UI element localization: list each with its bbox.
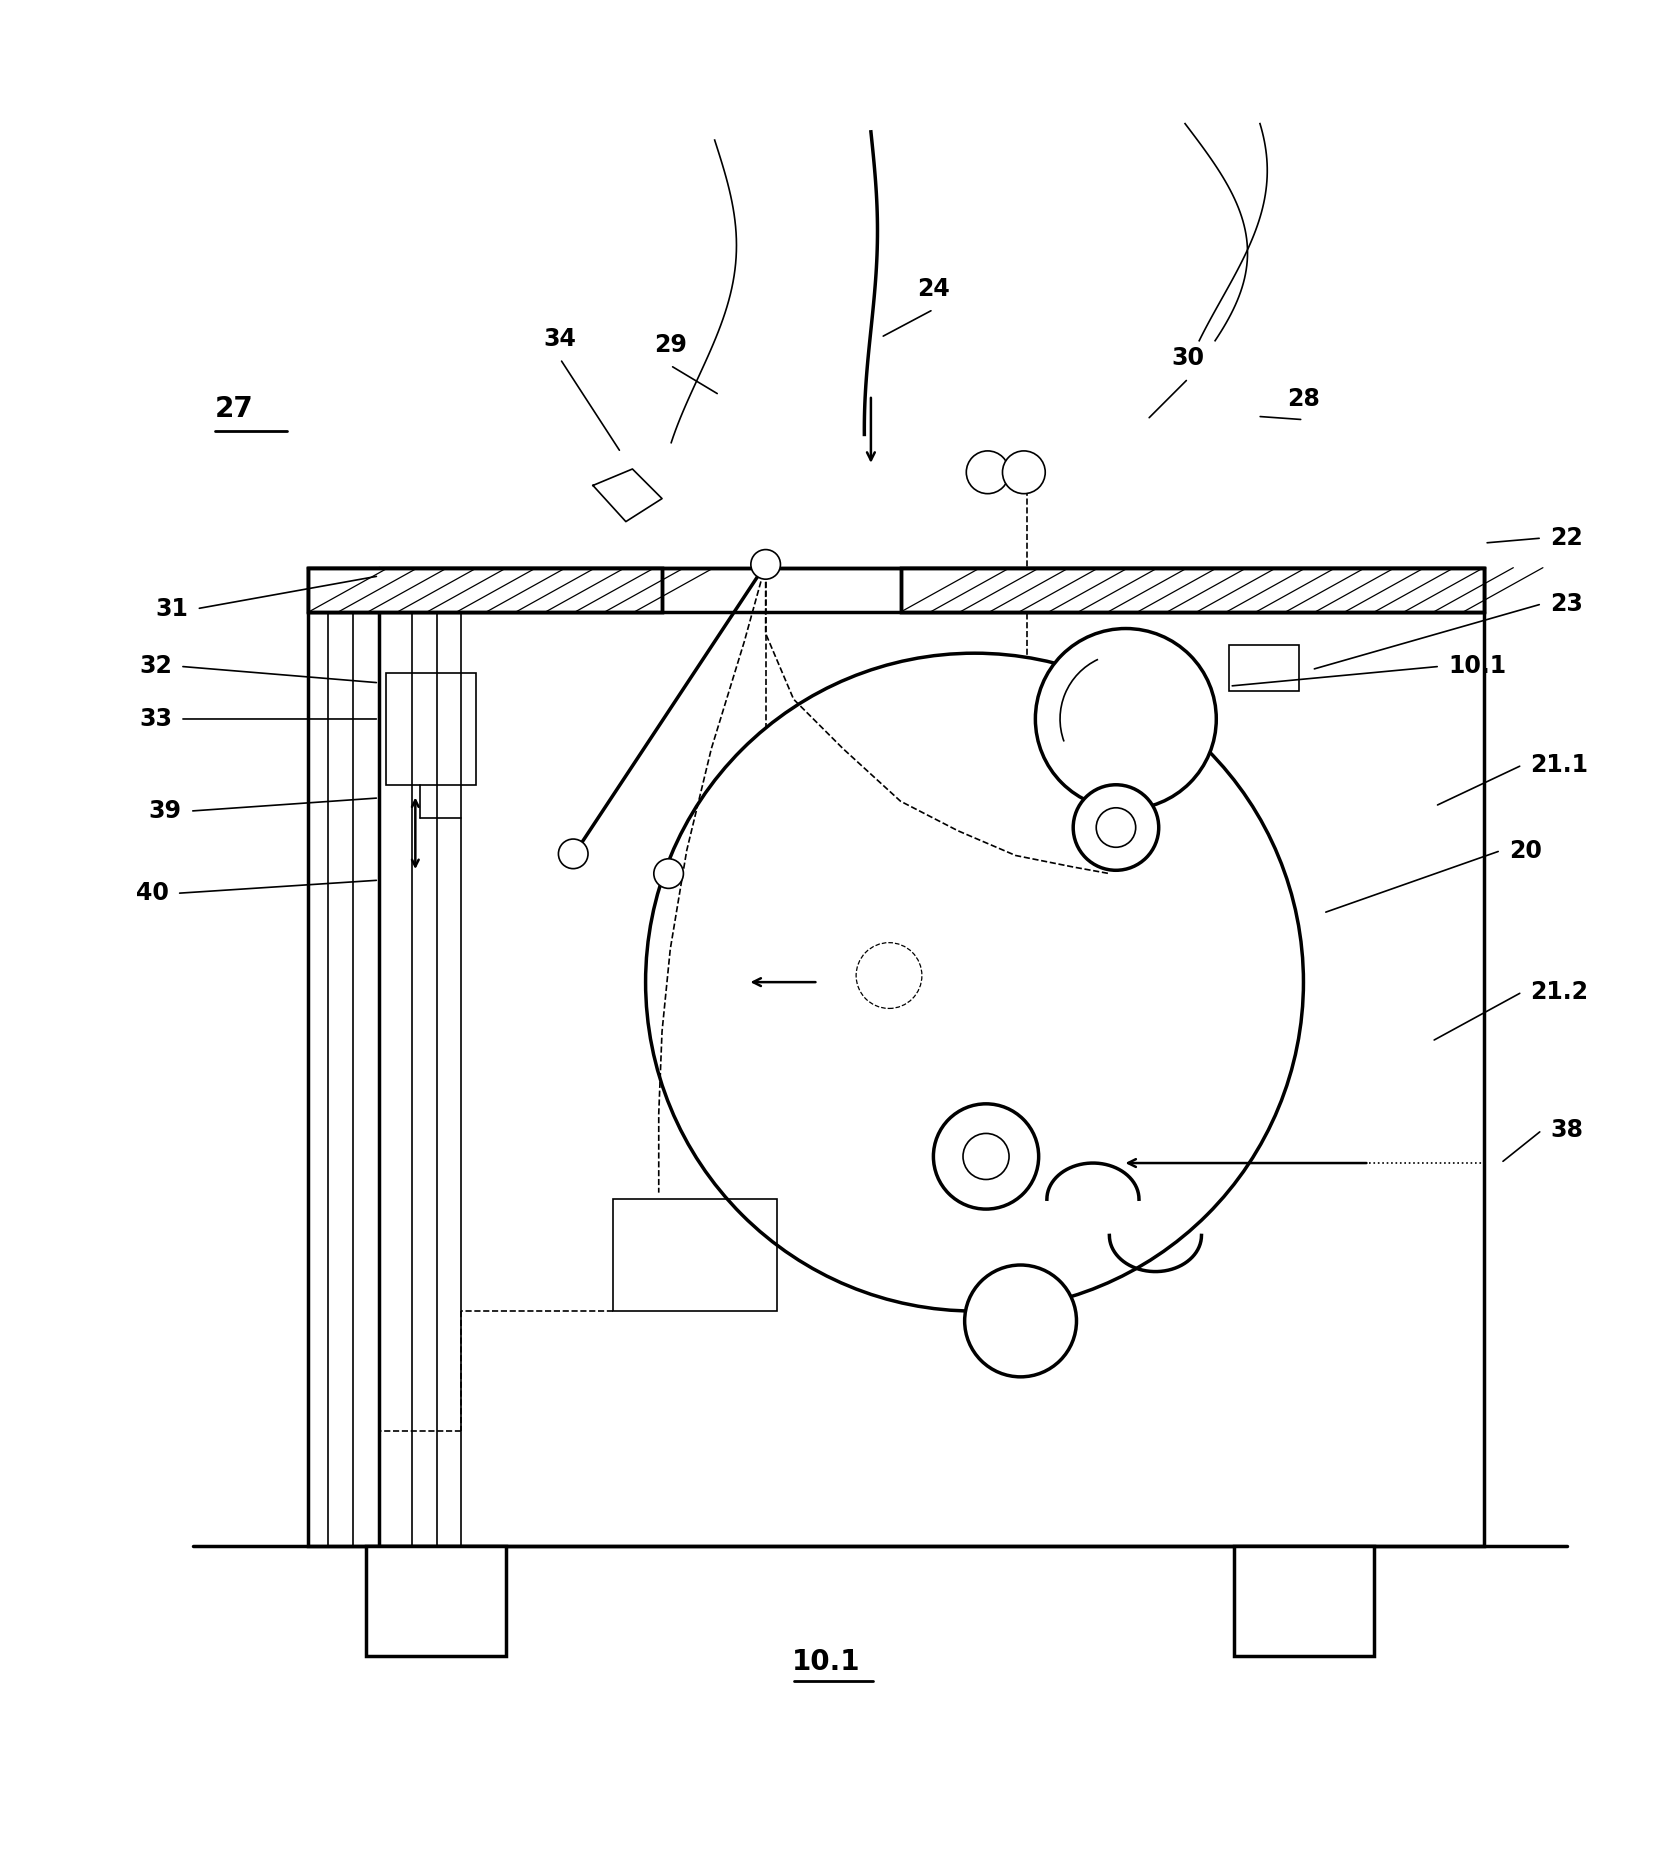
Bar: [385, 673, 476, 784]
Text: 28: 28: [1288, 387, 1319, 411]
Text: 34: 34: [544, 327, 577, 351]
Circle shape: [964, 1134, 1008, 1179]
Circle shape: [967, 452, 1008, 494]
Text: 10.1: 10.1: [792, 1649, 861, 1677]
Text: 22: 22: [1551, 526, 1584, 550]
Circle shape: [559, 838, 588, 868]
Text: 40: 40: [136, 881, 169, 905]
Circle shape: [1035, 628, 1217, 809]
Circle shape: [655, 859, 683, 889]
Bar: [365, 1547, 506, 1656]
Text: 39: 39: [149, 799, 182, 824]
Text: 10.1: 10.1: [1448, 654, 1506, 679]
Circle shape: [856, 943, 922, 1008]
Text: 21.1: 21.1: [1531, 753, 1589, 777]
Text: 21.2: 21.2: [1531, 980, 1589, 1004]
Text: 20: 20: [1509, 838, 1542, 863]
Text: 38: 38: [1551, 1117, 1584, 1141]
Bar: [309, 567, 1484, 1547]
Text: 24: 24: [917, 277, 950, 301]
Circle shape: [1073, 784, 1159, 870]
Text: 33: 33: [139, 706, 172, 731]
Text: 29: 29: [655, 333, 686, 357]
Circle shape: [750, 550, 780, 580]
Circle shape: [934, 1104, 1038, 1208]
Text: 30: 30: [1172, 346, 1205, 370]
Circle shape: [1002, 452, 1045, 494]
Circle shape: [965, 1264, 1076, 1378]
Text: 23: 23: [1551, 591, 1584, 615]
Bar: [1235, 1547, 1374, 1656]
Bar: [309, 567, 663, 612]
Text: 27: 27: [215, 394, 253, 424]
Text: 31: 31: [155, 597, 188, 621]
Bar: [901, 567, 1484, 612]
Circle shape: [646, 653, 1304, 1311]
Text: 32: 32: [139, 654, 172, 679]
Bar: [613, 1199, 777, 1311]
Circle shape: [1096, 809, 1136, 848]
Bar: [309, 567, 663, 612]
Bar: [901, 567, 1484, 612]
Bar: [1230, 645, 1299, 692]
